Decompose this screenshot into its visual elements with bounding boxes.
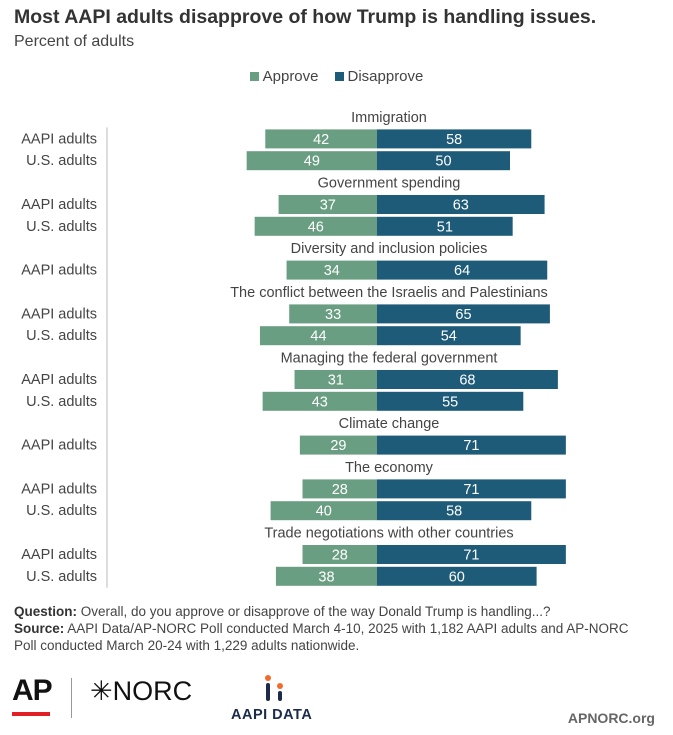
disapprove-bar [377, 370, 558, 389]
disapprove-value-label: 58 [446, 132, 462, 148]
approve-bar [289, 304, 377, 324]
disapprove-bar [377, 260, 548, 280]
approve-value-label: 37 [320, 198, 336, 214]
row-label: AAPI adults [21, 547, 97, 563]
approve-value-label: 31 [328, 373, 344, 389]
row-label: AAPI adults [21, 438, 97, 454]
disapprove-bar [377, 545, 566, 564]
disapprove-value-label: 63 [453, 198, 469, 214]
topic-label: Climate change [339, 416, 440, 432]
disapprove-value-label: 68 [459, 373, 475, 389]
legend-approve-swatch [249, 72, 259, 81]
approve-value-label: 29 [330, 438, 346, 454]
disapprove-value-label: 71 [463, 438, 479, 454]
disapprove-bar [377, 216, 513, 236]
disapprove-bar [377, 566, 537, 586]
ap-logo-bar [12, 712, 50, 716]
disapprove-value-label: 50 [435, 154, 451, 170]
disapprove-bar [377, 195, 545, 214]
topic-label: Trade negotiations with other countries [264, 526, 513, 542]
approve-bar [294, 370, 377, 389]
row-label: AAPI adults [21, 197, 97, 213]
approve-bar [270, 501, 377, 521]
approve-value-label: 28 [332, 548, 348, 564]
disapprove-bar [377, 304, 550, 324]
row-label: U.S. adults [26, 569, 97, 585]
question-note: Question: Overall, do you approve or dis… [14, 604, 551, 619]
disapprove-value-label: 71 [463, 548, 479, 564]
disapprove-value-label: 54 [441, 329, 457, 345]
chart-subtitle: Percent of adults [14, 33, 135, 50]
disapprove-bar [377, 151, 510, 171]
disapprove-value-label: 65 [455, 307, 471, 323]
topic-label: Diversity and inclusion policies [291, 241, 488, 257]
approve-value-label: 42 [313, 132, 329, 148]
legend-disapprove: Disapprove [334, 68, 424, 85]
disapprove-bar [377, 435, 566, 455]
approve-value-label: 38 [318, 569, 334, 585]
legend-disapprove-label: Disapprove [347, 68, 424, 85]
approve-bar [302, 545, 377, 564]
aapi-data-logo: AAPI DATA [231, 707, 313, 723]
disapprove-bar [377, 479, 566, 499]
disapprove-value-label: 58 [446, 504, 462, 520]
approve-value-label: 33 [325, 307, 341, 323]
disapprove-bar [377, 326, 521, 346]
site-link[interactable]: APNORC.org [567, 710, 655, 726]
row-label: AAPI adults [21, 131, 97, 147]
disapprove-bar [377, 391, 524, 411]
approve-bar [275, 566, 377, 586]
approve-value-label: 28 [332, 482, 348, 498]
approve-bar [246, 151, 377, 171]
row-label: U.S. adults [26, 394, 97, 410]
chart-title: Most AAPI adults disapprove of how Trump… [14, 6, 597, 28]
disapprove-value-label: 71 [463, 482, 479, 498]
topic-label: Government spending [318, 176, 461, 192]
legend-disapprove-swatch [334, 72, 344, 81]
row-label: U.S. adults [26, 219, 97, 235]
topic-label: The economy [345, 460, 434, 476]
row-label: AAPI adults [21, 263, 97, 279]
approve-bar [299, 435, 377, 455]
norc-logo: ✳NORC [90, 676, 193, 706]
approve-bar [278, 195, 377, 214]
approve-bar [254, 216, 377, 236]
row-label: AAPI adults [21, 481, 97, 497]
row-label: U.S. adults [26, 503, 97, 519]
topic-label: The conflict between the Israelis and Pa… [230, 285, 548, 301]
disapprove-bar [377, 501, 532, 521]
legend-approve: Approve [249, 68, 319, 85]
topic-label: Immigration [351, 110, 427, 126]
disapprove-value-label: 60 [449, 569, 465, 585]
approve-bar [262, 391, 377, 411]
approve-value-label: 40 [316, 504, 332, 520]
row-label: AAPI adults [21, 372, 97, 388]
approve-bar [286, 260, 377, 280]
approve-value-label: 43 [312, 394, 328, 410]
source-note: Source: AAPI Data/AP-NORC Poll conducted… [14, 621, 629, 653]
approve-value-label: 49 [304, 154, 320, 170]
approve-bar [265, 129, 377, 149]
disapprove-value-label: 51 [437, 219, 453, 235]
legend-approve-label: Approve [262, 68, 319, 85]
ap-logo: AP [12, 674, 53, 707]
approve-value-label: 44 [310, 329, 326, 345]
row-label: AAPI adults [21, 306, 97, 322]
diverging-bar-chart: Immigration AAPI adults 42 58 U.S. adults 49 5… [21, 110, 566, 588]
approve-bar [302, 479, 377, 499]
chart-footer: Question: Overall, do you approve or dis… [14, 603, 654, 654]
topic-label: Managing the federal government [281, 351, 498, 367]
disapprove-bar [377, 129, 532, 149]
disapprove-value-label: 64 [454, 263, 470, 279]
aapi-data-icon [265, 675, 283, 701]
row-label: U.S. adults [26, 153, 97, 169]
approve-bar [259, 326, 377, 346]
approve-value-label: 46 [308, 219, 324, 235]
row-label: U.S. adults [26, 328, 97, 344]
disapprove-value-label: 55 [442, 394, 458, 410]
legend: Approve Disapprove [0, 68, 673, 85]
approve-value-label: 34 [324, 263, 340, 279]
logo-divider [71, 678, 72, 718]
